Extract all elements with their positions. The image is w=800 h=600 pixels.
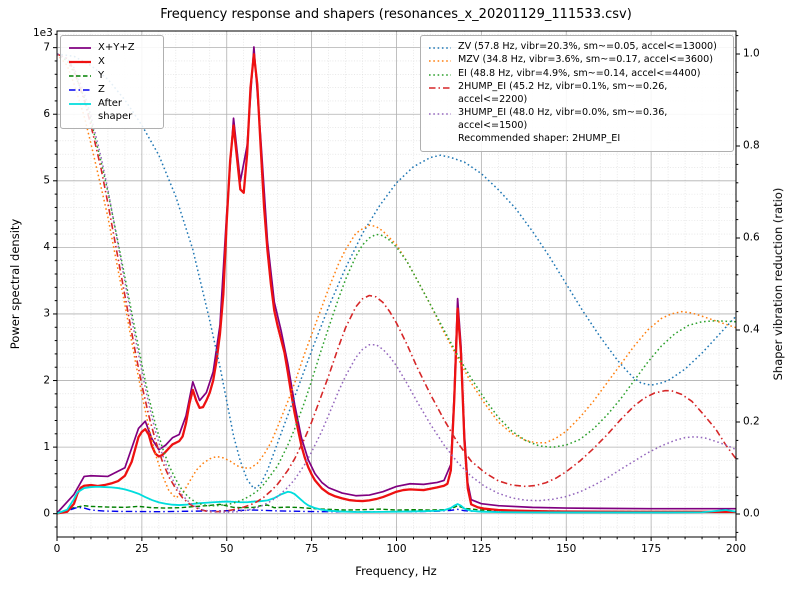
legend-label: Z [98,84,105,95]
legend-label: After shaper [98,98,133,122]
legend-label: X [98,56,105,67]
y-axis-label-left: Power spectral density [8,218,22,350]
axis-offset-text: 1e3 [33,27,53,39]
legend-item: X [68,55,156,68]
line-sample [429,47,451,49]
legend-label: X+Y+Z [98,42,135,53]
legend-item: 3HUMP_EI (48.0 Hz, vibr=0.0%, sm~=0.36, … [428,107,726,132]
line-sample [429,113,451,116]
x-axis-label: Frequency, Hz [355,564,437,578]
legend-shapers: ZV (57.8 Hz, vibr=20.3%, sm~=0.05, accel… [420,35,734,152]
legend-item: MZV (34.8 Hz, vibr=3.6%, sm~=0.17, accel… [428,54,726,66]
line-sample [69,47,91,49]
legend-item: X+Y+Z [68,41,156,54]
legend-item: Y [68,69,156,82]
legend-item: Z [68,83,156,96]
line-sample [69,89,91,91]
line-sample [429,87,451,90]
legend-label: 2HUMP_EI (45.2 Hz, vibr=0.1%, sm~=0.26, … [458,81,668,105]
line-sample [69,75,91,77]
line-sample-empty [428,136,452,144]
legend-label: Recommended shaper: 2HUMP_EI [458,133,621,145]
legend-item: After shaper [68,97,156,123]
chart-title: Frequency response and shapers (resonanc… [160,7,632,22]
legend-label: EI (48.8 Hz, vibr=4.9%, sm~=0.14, accel<… [458,67,701,79]
legend-item: ZV (57.8 Hz, vibr=20.3%, sm~=0.05, accel… [428,41,726,53]
legend-label: ZV (57.8 Hz, vibr=20.3%, sm~=0.05, accel… [458,41,717,52]
legend-item: EI (48.8 Hz, vibr=4.9%, sm~=0.14, accel<… [428,68,726,80]
legend-label: Y [98,70,105,81]
line-sample [69,60,91,64]
legend-item: 2HUMP_EI (45.2 Hz, vibr=0.1%, sm~=0.26, … [428,81,726,106]
line-sample [69,103,91,105]
legend-psd: X+Y+Z X Y Z After shaper [60,35,164,129]
legend-item: Recommended shaper: 2HUMP_EI [428,133,726,145]
line-sample [429,60,451,63]
legend-label: 3HUMP_EI (48.0 Hz, vibr=0.0%, sm~=0.36, … [458,107,668,131]
legend-label: MZV (34.8 Hz, vibr=3.6%, sm~=0.17, accel… [458,54,713,66]
y-axis-label-right: Shaper vibration reduction (ratio) [771,187,785,381]
line-sample [429,74,451,76]
